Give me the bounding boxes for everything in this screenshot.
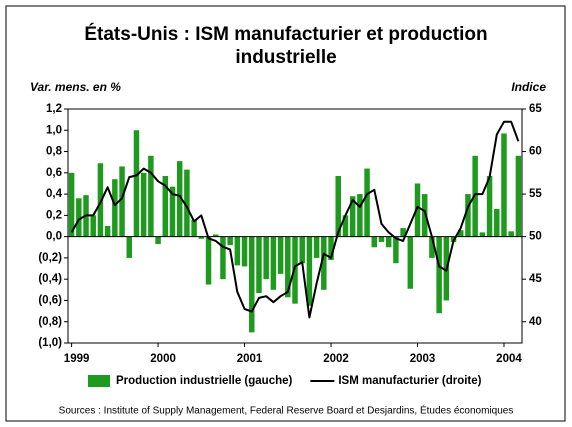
x-tick-label: 1999 xyxy=(64,353,90,365)
bar xyxy=(277,236,284,274)
legend-label: Production industrielle (gauche) xyxy=(116,375,293,387)
bar xyxy=(472,155,478,237)
bar xyxy=(292,236,298,304)
bar xyxy=(205,236,212,285)
bar xyxy=(429,236,435,258)
x-tick-label: 2002 xyxy=(323,353,349,365)
x-tick-label: 2004 xyxy=(496,353,522,365)
y-tick-label: (0,4) xyxy=(38,273,62,285)
bar xyxy=(97,163,104,237)
bar xyxy=(306,236,313,306)
bar xyxy=(176,161,183,237)
bar xyxy=(140,172,147,237)
bar xyxy=(357,194,363,237)
bar xyxy=(227,236,233,246)
bar xyxy=(263,236,269,280)
bar xyxy=(508,231,514,237)
bar xyxy=(299,236,305,264)
y2-tick-label: 65 xyxy=(529,103,542,115)
bar xyxy=(458,230,464,237)
bar xyxy=(169,186,176,237)
bar xyxy=(486,176,493,237)
bar xyxy=(335,176,341,237)
bar xyxy=(501,133,507,237)
bar xyxy=(285,236,291,298)
y-tick-label: 0,6 xyxy=(46,167,62,179)
bar xyxy=(407,236,414,289)
line xyxy=(70,120,520,319)
source: Sources : Institute of Supply Management… xyxy=(59,404,514,417)
bar xyxy=(321,236,327,290)
bar xyxy=(148,155,154,237)
bar xyxy=(90,215,96,237)
bar xyxy=(393,236,399,264)
y-tick-label: (1,0) xyxy=(38,337,62,349)
legend-swatch xyxy=(88,375,110,387)
bar xyxy=(400,228,406,237)
bar xyxy=(349,196,356,237)
bar xyxy=(126,236,132,258)
y2-tick-label: 50 xyxy=(529,231,542,243)
bar xyxy=(220,236,226,280)
y-tick-label: (0,6) xyxy=(38,294,62,306)
frame xyxy=(5,5,566,422)
y2-tick-label: 45 xyxy=(529,273,542,285)
y-tick-label: (0,8) xyxy=(38,316,62,328)
bar xyxy=(494,208,500,237)
y-tick-label: 1,0 xyxy=(46,124,62,136)
y2-tick-label: 55 xyxy=(529,188,542,200)
y-tick-label: 1,2 xyxy=(46,103,62,115)
bar xyxy=(198,236,205,239)
bar xyxy=(241,236,248,267)
bar xyxy=(133,130,140,237)
y-axis-label: Var. mens. en % xyxy=(30,80,121,94)
y-tick-label: 0,4 xyxy=(46,188,63,200)
y-tick-label: 0,2 xyxy=(46,209,62,221)
bar xyxy=(421,194,428,237)
bar xyxy=(249,236,255,333)
bar xyxy=(515,155,522,237)
x-tick-label: 2001 xyxy=(237,353,263,365)
bar xyxy=(385,236,392,248)
bar xyxy=(414,183,421,237)
bar xyxy=(342,215,349,237)
y2-tick-label: 40 xyxy=(529,316,542,328)
bar xyxy=(479,232,486,237)
bar xyxy=(256,236,262,294)
bar xyxy=(119,166,125,237)
bar xyxy=(234,236,241,266)
chart-subtitle: industrielle xyxy=(235,47,336,68)
bar xyxy=(465,194,471,237)
bar xyxy=(270,236,277,290)
bar xyxy=(371,236,378,248)
y-tick-label: (0,2) xyxy=(38,252,62,264)
x-tick-label: 2000 xyxy=(150,353,176,365)
bar xyxy=(76,198,82,237)
legend-label: ISM manufacturier (droite) xyxy=(338,375,481,387)
bar xyxy=(364,168,370,237)
bar xyxy=(184,169,190,237)
y2-tick-label: 60 xyxy=(529,146,542,158)
bar xyxy=(191,219,197,237)
plot-frame xyxy=(67,108,523,344)
bar xyxy=(436,236,442,314)
bar xyxy=(155,236,161,245)
bar xyxy=(162,176,169,237)
bar xyxy=(212,234,219,237)
bar xyxy=(68,172,75,237)
chart-title: États-Unis : ISM manufacturier et produc… xyxy=(84,23,487,45)
bar xyxy=(378,236,385,242)
bar xyxy=(328,236,334,261)
bar xyxy=(112,179,118,237)
y2-axis-label: Indice xyxy=(511,80,546,94)
x-tick-label: 2003 xyxy=(410,353,436,365)
y-tick-label: 0,8 xyxy=(46,146,63,158)
bar xyxy=(313,236,320,258)
bar xyxy=(104,226,111,237)
y-tick-label: 0,0 xyxy=(46,231,62,243)
